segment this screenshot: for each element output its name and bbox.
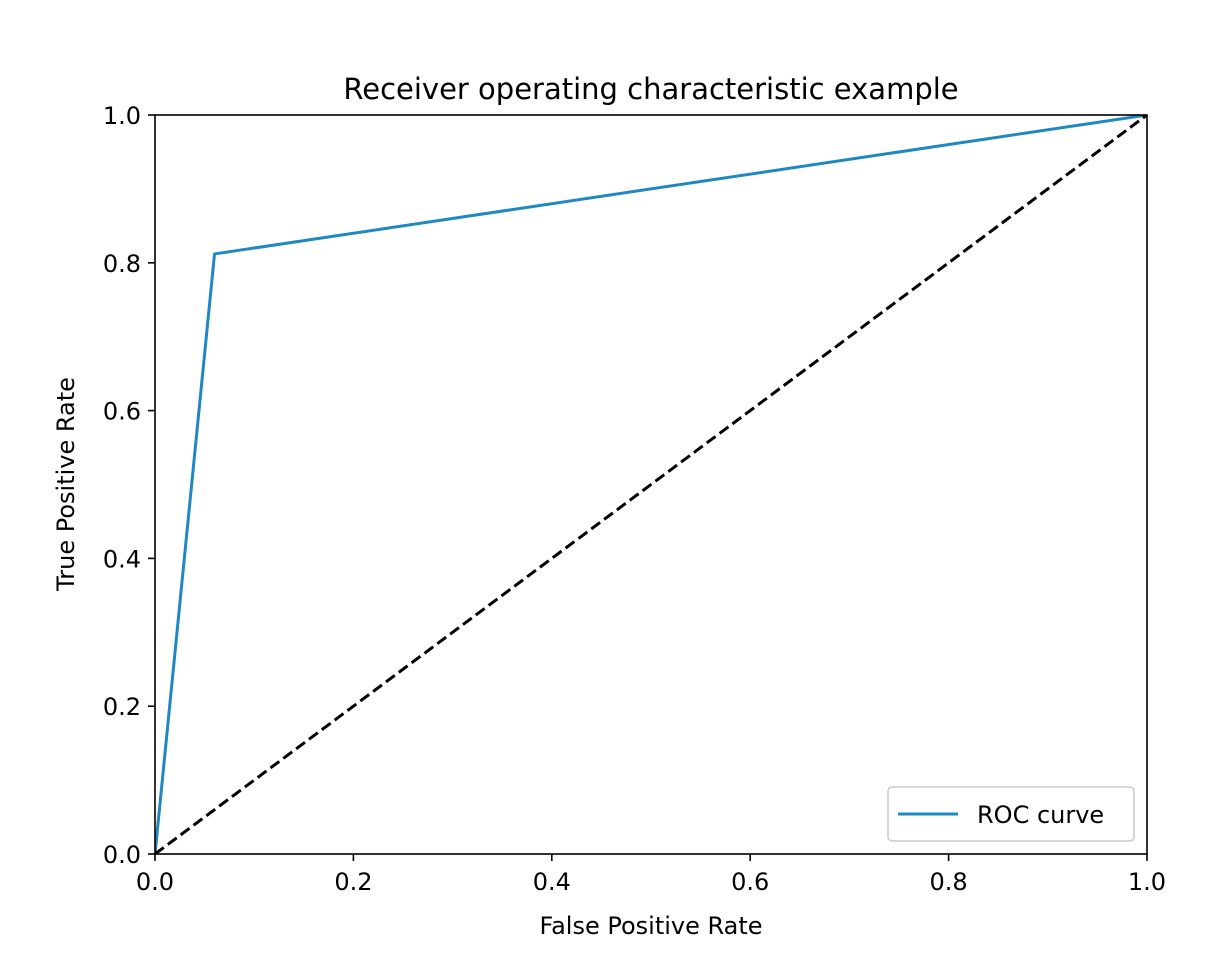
series-line-roc-curve <box>155 115 1147 854</box>
y-tick-label: 0.4 <box>103 545 141 573</box>
legend: ROC curve <box>887 786 1135 842</box>
x-tick-label: 0.4 <box>533 868 571 896</box>
x-tick-label: 0.6 <box>731 868 769 896</box>
y-axis-label: True Positive Rate <box>52 377 80 592</box>
x-axis-label: False Positive Rate <box>539 912 762 940</box>
axes-frame <box>154 114 1148 855</box>
y-tick-label: 0.2 <box>103 693 141 721</box>
legend-box <box>887 786 1135 842</box>
y-tick-label: 0.8 <box>103 250 141 278</box>
x-tick-label: 0.0 <box>136 868 174 896</box>
legend-label: ROC curve <box>977 801 1104 829</box>
series-line-diagonal-reference <box>155 115 1147 854</box>
x-tick-label: 0.2 <box>334 868 372 896</box>
x-tick-label: 1.0 <box>1128 868 1166 896</box>
y-tick-label: 0.6 <box>103 398 141 426</box>
chart-title: Receiver operating characteristic exampl… <box>343 72 958 106</box>
y-tick-label: 0.0 <box>103 841 141 869</box>
y-tick-label: 1.0 <box>103 102 141 130</box>
x-tick-label: 0.8 <box>930 868 968 896</box>
plot-area: 0.0 0.2 0.4 0.6 0.8 1.0 0.0 0.2 0.4 0.6 0.8 1.0 ROC … <box>103 102 1166 896</box>
